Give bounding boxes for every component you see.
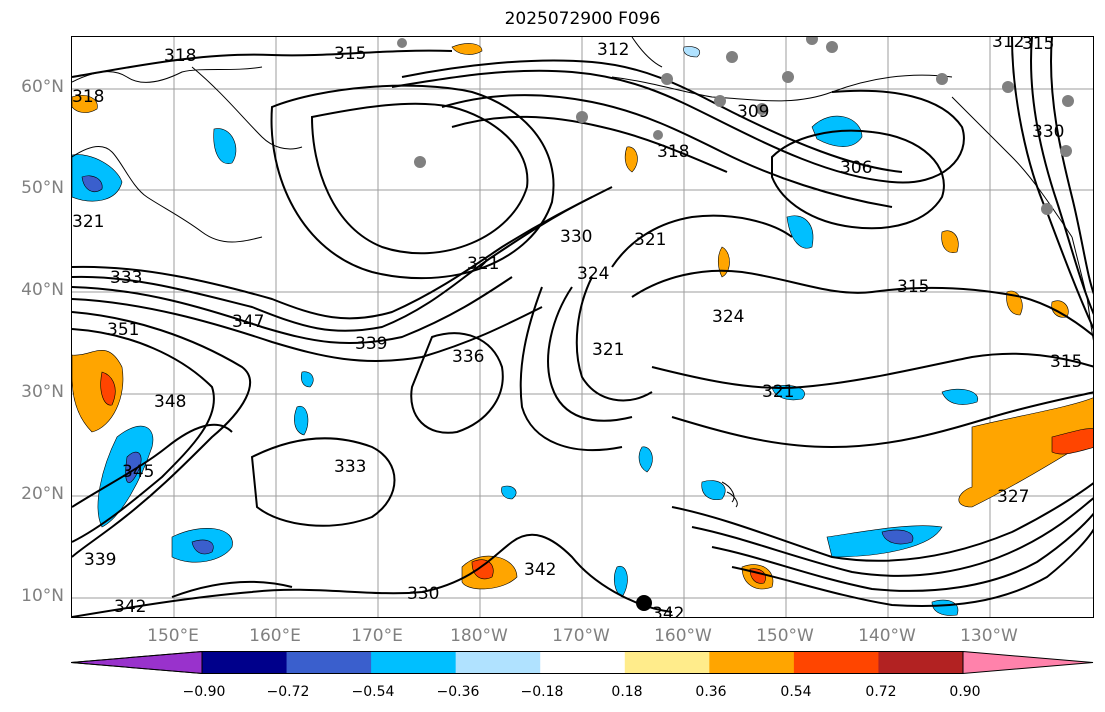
lon-label-150w: 150°W [756,626,814,646]
colorbar-segment [793,651,879,674]
contour-label: 321 [467,254,499,274]
contour-label: 330 [407,584,439,604]
colorbar-segments [71,651,1094,675]
contour-label: 339 [84,550,116,570]
colorbar-segment [540,651,626,674]
contour-label: 312 [597,40,629,60]
shading [72,43,1093,616]
colorbar-segment [286,651,372,674]
colorbar-tick-label: 0.18 [611,684,643,700]
contour-label: 336 [452,347,484,367]
contour-label: 321 [592,340,624,360]
contour-label: 318 [164,46,196,66]
contour-label: 312 [992,37,1024,52]
contour-label: 351 [107,320,139,340]
colorbar [71,651,1094,675]
contour-label: 342 [114,597,146,617]
contour-label: 321 [72,212,104,232]
lon-label-160w: 160°W [654,626,712,646]
station-markers [397,37,1074,215]
contour-label: 315 [1050,352,1082,372]
contour-label: 330 [1032,122,1064,142]
contour-label: 321 [762,382,794,402]
colorbar-segment [202,651,288,674]
colorbar-tick-label: 0.72 [865,684,897,700]
contour-label: 324 [577,264,609,284]
colorbar-tick-label: 0.54 [780,684,812,700]
lon-label-170e: 170°E [351,626,403,646]
contour-label: 345 [122,462,154,482]
contour-label: 324 [712,307,744,327]
lat-label-30n: 30°N [21,382,64,402]
colorbar-segment [878,651,964,674]
lat-label-40n: 40°N [21,280,64,300]
contour-label-group: 318 315 312 312 315 318 318 321 309 306 … [72,37,1082,618]
colorbar-extend-max [962,651,1094,675]
colorbar-tick-label: 0.36 [695,684,727,700]
lon-label-130w: 130°W [960,626,1018,646]
colorbar-tick-label: −0.36 [436,684,480,700]
coastlines [72,37,1093,508]
contour-label: 342 [524,560,556,580]
contour-label: 318 [72,87,104,107]
contour-label: 315 [897,277,929,297]
contours [72,37,1093,617]
map-panel: 318 315 312 312 315 318 318 321 309 306 … [71,36,1094,618]
contour-label: 306 [840,158,872,178]
colorbar-tick-label: −0.72 [266,684,310,700]
colorbar-tick-label: −0.54 [351,684,395,700]
contour-label: 330 [560,227,592,247]
lat-label-60n: 60°N [21,77,64,97]
contour-label: 318 [657,142,689,162]
colorbar-tick-label: 0.90 [949,684,981,700]
contour-label: 315 [334,44,366,64]
contour-label: 315 [1022,37,1054,54]
lon-label-160e: 160°E [249,626,301,646]
colorbar-segment [709,651,795,674]
lat-label-10n: 10°N [21,586,64,606]
colorbar-segment [455,651,541,674]
colorbar-tick-label: −0.90 [182,684,226,700]
contour-label: 333 [110,268,142,288]
colorbar-extend-min [71,651,203,675]
lon-label-140w: 140°W [858,626,916,646]
lat-label-50n: 50°N [21,178,64,198]
map-canvas: 318 315 312 312 315 318 318 321 309 306 … [72,37,1093,618]
contour-label: 339 [355,334,387,354]
contour-label: 309 [737,102,769,122]
lon-label-180w: 180°W [450,626,508,646]
lon-label-170w: 170°W [552,626,610,646]
contour-label: 347 [232,312,264,332]
black-dots [636,595,652,611]
colorbar-segment [371,651,457,674]
contour-label: 342 [652,604,684,618]
colorbar-tick-label: −0.18 [520,684,564,700]
contour-label: 348 [154,392,186,412]
lon-label-150e: 150°E [147,626,199,646]
contour-label: 333 [334,457,366,477]
contour-label: 327 [997,487,1029,507]
map-title: 2025072900 F096 [504,9,661,29]
colorbar-segment [624,651,710,674]
contour-label: 321 [634,230,666,250]
lat-label-20n: 20°N [21,484,64,504]
